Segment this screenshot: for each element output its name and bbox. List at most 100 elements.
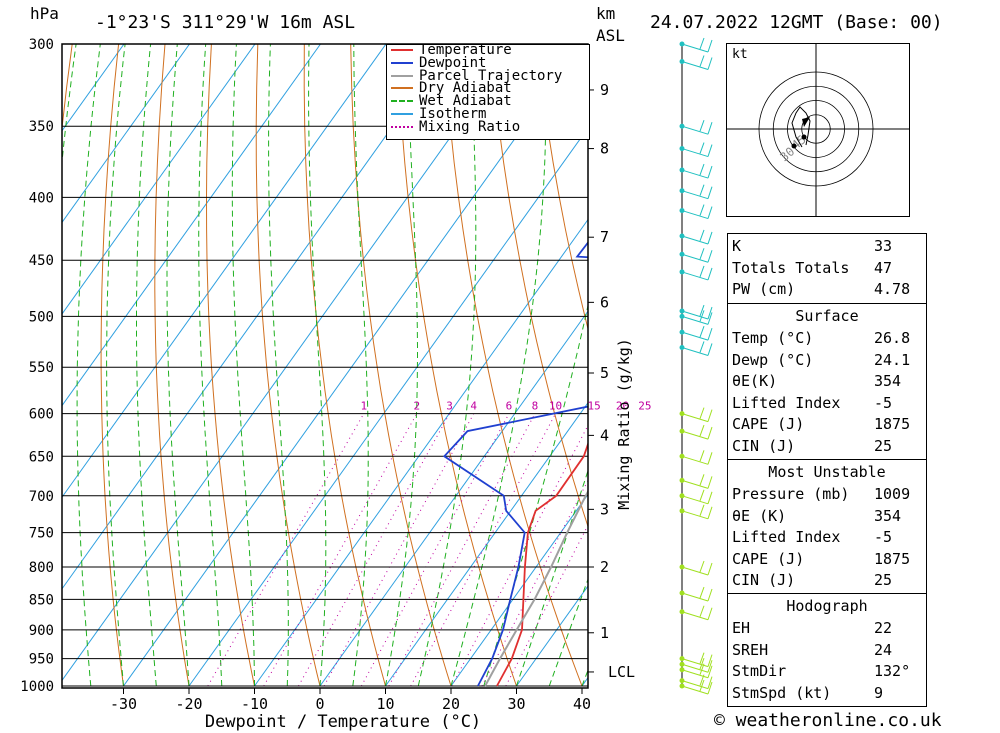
wind-barb-flag [699, 489, 705, 501]
temperature-tick-label: -20 [175, 695, 202, 713]
index-row: CIN (J) 25 [732, 437, 922, 459]
wind-barb [681, 148, 709, 158]
dry-adiabat-line [303, 44, 386, 687]
index-value: 354 [874, 372, 902, 390]
mixing-ratio-line [505, 523, 588, 687]
index-name: StmSpd (kt) [732, 683, 832, 702]
wind-barb-flag [699, 586, 705, 599]
temperature-tick-label: 20 [442, 695, 460, 713]
wind-barb-flag [699, 450, 705, 462]
wind-barb-flag [707, 231, 713, 245]
wind-barb-flag [707, 57, 713, 70]
legend-swatch [391, 113, 413, 115]
wind-barb-flag [707, 206, 713, 219]
parcel-trajectory-series [484, 489, 588, 687]
wind-barb [681, 253, 709, 263]
wind-barb-flag [707, 676, 713, 689]
index-name: Lifted Index [732, 393, 841, 412]
wind-barb [681, 413, 709, 423]
pressure-tick-label: 300 [29, 37, 54, 53]
legend-swatch [391, 49, 413, 51]
panel-title: Hodograph [786, 597, 868, 615]
legend-item: Dry Adiabat [391, 81, 512, 95]
wind-barb-flag [707, 327, 713, 341]
index-name: Totals Totals [732, 258, 850, 277]
pressure-tick-label: 750 [29, 526, 54, 542]
mixing-ratio-line [360, 413, 510, 687]
index-value: 24 [874, 640, 893, 659]
index-row: Dewp (°C) 24.1 [732, 351, 922, 373]
index-name: Pressure (mb) [732, 485, 850, 503]
wind-barb-flag [707, 144, 713, 157]
location-title: -1°23'S 311°29'W 16m ASL [95, 12, 356, 33]
pressure-tick-label: 850 [29, 592, 54, 608]
wind-barb-flag [699, 120, 705, 132]
most-unstable-panel: Most Unstable Pressure (mb) 1009 θE (K) 354 L… [727, 459, 927, 595]
isotherm-line [62, 44, 190, 224]
index-value: 354 [874, 506, 902, 525]
wind-barb [681, 331, 709, 341]
index-row: EH 22 [732, 619, 922, 641]
dry-adiabat-line [350, 44, 452, 687]
legend-label: Mixing Ratio [419, 118, 521, 135]
wind-barb [681, 125, 709, 135]
mixing-ratio-label: 3 [446, 400, 453, 413]
isotherm-line [385, 401, 588, 687]
mixing-ratio-line [263, 413, 418, 687]
index-name: CIN (J) [732, 571, 796, 589]
index-value: 1875 [874, 549, 911, 568]
wind-barb [681, 169, 709, 179]
index-row: CAPE (J) 1875 [732, 415, 922, 437]
km-label: 3 [600, 500, 609, 518]
dry-adiabat-line [954, 44, 1000, 686]
wind-barb-flag [707, 122, 713, 135]
mixing-ratio-line [298, 413, 451, 687]
wind-barb-flag [699, 265, 705, 278]
legend-swatch [391, 61, 413, 64]
km-label: 8 [600, 140, 609, 158]
index-name: CIN (J) [732, 436, 796, 455]
pressure-tick-label: 600 [29, 407, 54, 423]
index-row: StmSpd (kt) 9 [732, 684, 922, 706]
temperature-tick-label: 10 [376, 695, 394, 713]
wet-adiabat-line [136, 44, 157, 687]
legend-item: Wet Adiabat [391, 94, 512, 108]
hodograph-point [801, 134, 807, 140]
wind-barb-flag [699, 679, 705, 692]
legend-item: Mixing Ratio [391, 118, 521, 135]
asl-label: ASL [596, 26, 625, 45]
temperature-tick-label: -10 [241, 695, 268, 713]
index-row: θE (K) 354 [732, 507, 922, 529]
wind-barb-flag [707, 250, 713, 263]
wind-barb-flag [699, 248, 705, 260]
km-label: 5 [600, 364, 609, 382]
index-name: CAPE (J) [732, 549, 805, 568]
index-row: StmDir 132° [732, 662, 922, 684]
wind-barb-flag [699, 229, 705, 242]
index-name: CAPE (J) [732, 415, 805, 433]
mixing-ratio-label: 6 [506, 400, 513, 413]
wind-barb [681, 495, 709, 505]
wind-barb [681, 43, 709, 53]
wind-barb [681, 455, 709, 465]
dry-adiabat-line [205, 44, 255, 687]
index-name: EH [732, 619, 751, 637]
temperature-tick-label: 30 [507, 695, 525, 713]
wind-barb-flag [699, 663, 705, 675]
wind-barb-flag [707, 654, 713, 667]
wind-barb-flag [707, 588, 713, 602]
mixing-ratio-line [451, 424, 588, 687]
index-name: StmDir [732, 662, 787, 680]
hpa-axis-title: hPa [30, 4, 59, 23]
wind-barb-flag [707, 491, 713, 504]
isotherm-line [62, 44, 321, 407]
dry-adiabat-line [535, 44, 588, 331]
index-row: Lifted Index -5 [732, 394, 922, 416]
legend-label: Dewpoint [419, 54, 487, 71]
mixing-ratio-label: 20 [616, 400, 629, 413]
plot-frame [61, 43, 589, 689]
panel-title: Surface [795, 307, 859, 325]
wind-barb-flag [699, 474, 705, 486]
indices-panel: K 33 Totals Totals 47 PW (cm) 4.78 [727, 233, 927, 305]
index-value: 33 [874, 237, 893, 255]
